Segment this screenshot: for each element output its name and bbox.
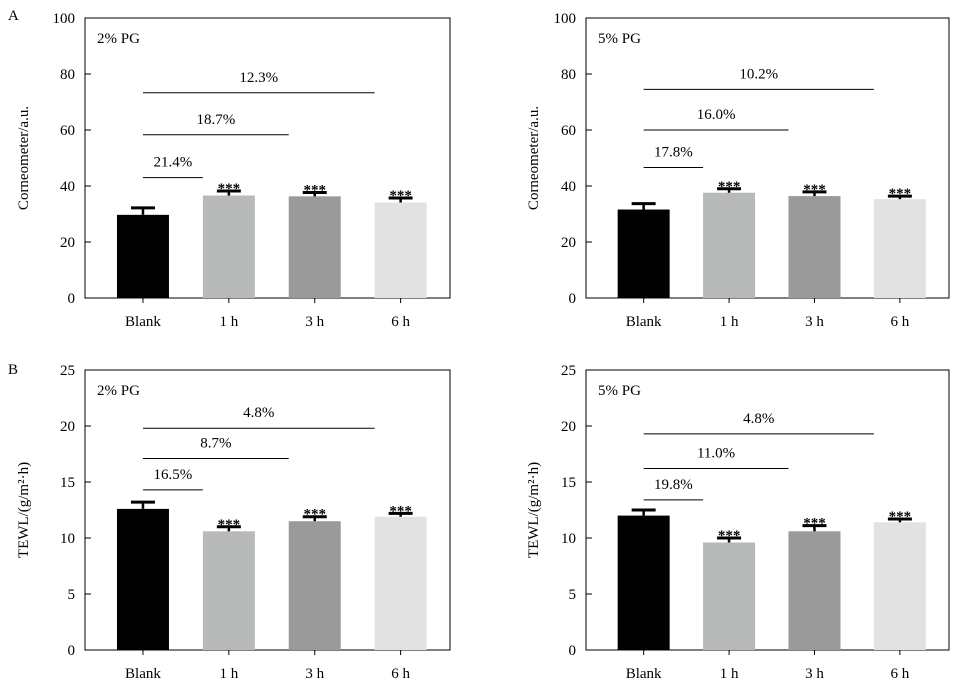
panel-label-b: B	[8, 362, 19, 378]
comparison-label: 16.0%	[697, 107, 736, 123]
bar-blank	[617, 209, 670, 298]
y-tick-label: 25	[561, 363, 576, 379]
y-tick-label: 60	[60, 123, 75, 139]
comparison-label: 11.0%	[697, 446, 735, 462]
panel-title: 2% PG	[97, 31, 140, 47]
y-tick-label: 15	[561, 475, 576, 491]
chart-b-5pg: 0 5 10 15 20 25 TEWL/(g/m²·h) 5% PG Blank *** 1 h *…	[526, 363, 950, 682]
comparison-label: 12.3%	[239, 70, 278, 86]
panel-title: 5% PG	[598, 31, 641, 47]
bar-1h	[703, 192, 756, 298]
bar-6h	[873, 199, 926, 298]
y-axis-label: TEWL/(g/m²·h)	[526, 462, 542, 558]
significance-label: ***	[803, 516, 826, 532]
y-tick-label: 0	[569, 643, 577, 659]
comparison-label: 4.8%	[743, 411, 774, 427]
bar-blank	[116, 214, 169, 298]
significance-label: ***	[889, 509, 912, 525]
y-tick-label: 20	[561, 235, 576, 251]
y-axis-label: TEWL/(g/m²·h)	[16, 462, 32, 558]
bar-3h	[788, 196, 841, 298]
x-tick-label: 6 h	[891, 314, 910, 330]
bar-6h	[873, 522, 926, 650]
bar-6h	[374, 202, 427, 298]
significance-label: ***	[889, 186, 912, 202]
bar-1h	[703, 542, 756, 650]
y-tick-label: 20	[60, 235, 75, 251]
y-tick-label: 100	[554, 11, 577, 27]
comparison-label: 19.8%	[654, 477, 693, 493]
significance-label: ***	[303, 182, 326, 198]
significance-label: ***	[389, 503, 412, 519]
bar-3h	[288, 521, 341, 650]
plot-frame	[84, 369, 451, 651]
chart-a-2pg: 0 20 40 60 80 100 Corneometer/a.u. 2% PG Blank **…	[16, 11, 451, 330]
y-tick-label: 20	[60, 419, 75, 435]
x-tick-label: 1 h	[720, 314, 739, 330]
x-tick-label: Blank	[125, 314, 161, 330]
y-tick-label: 5	[68, 587, 76, 603]
significance-label: ***	[803, 182, 826, 198]
plot-frame	[585, 17, 950, 299]
panel-title: 2% PG	[97, 383, 140, 399]
plot-frame	[585, 369, 950, 651]
x-tick-label: 6 h	[391, 666, 410, 682]
x-tick-label: 3 h	[805, 666, 824, 682]
y-tick-label: 15	[60, 475, 75, 491]
y-axis-label: Corneometer/a.u.	[526, 106, 542, 210]
comparison-label: 21.4%	[154, 155, 193, 171]
y-tick-label: 5	[569, 587, 577, 603]
x-tick-label: Blank	[626, 666, 662, 682]
bar-blank	[617, 515, 670, 650]
comparison-label: 10.2%	[739, 66, 778, 82]
comparison-label: 18.7%	[196, 112, 235, 128]
panel-label-a: A	[8, 8, 19, 24]
x-tick-label: 3 h	[805, 314, 824, 330]
comparison-label: 17.8%	[654, 145, 693, 161]
chart-b-2pg: 0 5 10 15 20 25 TEWL/(g/m²·h) 2% PG Blank *** 1 h *…	[16, 363, 451, 682]
chart-a-5pg: 0 20 40 60 80 100 Corneometer/a.u. 5% PG Blank **…	[526, 11, 950, 330]
bar-1h	[202, 531, 255, 650]
significance-label: ***	[218, 181, 241, 197]
y-tick-label: 80	[60, 67, 75, 83]
bar-blank	[116, 508, 169, 650]
y-tick-label: 80	[561, 67, 576, 83]
y-tick-label: 25	[60, 363, 75, 379]
significance-label: ***	[389, 188, 412, 204]
x-tick-label: 6 h	[391, 314, 410, 330]
comparison-label: 16.5%	[154, 467, 193, 483]
significance-label: ***	[218, 517, 241, 533]
x-tick-label: 1 h	[219, 666, 238, 682]
bar-1h	[202, 195, 255, 298]
y-tick-label: 10	[561, 531, 576, 547]
y-tick-label: 60	[561, 123, 576, 139]
y-tick-label: 20	[561, 419, 576, 435]
comparison-label: 8.7%	[200, 435, 231, 451]
bar-6h	[374, 516, 427, 650]
significance-label: ***	[303, 507, 326, 523]
y-tick-label: 0	[68, 291, 76, 307]
y-tick-label: 10	[60, 531, 75, 547]
y-tick-label: 40	[60, 179, 75, 195]
significance-label: ***	[718, 528, 741, 544]
x-tick-label: Blank	[626, 314, 662, 330]
bar-3h	[288, 196, 341, 298]
plot-frame	[84, 17, 451, 299]
x-tick-label: 1 h	[720, 666, 739, 682]
significance-label: ***	[718, 179, 741, 195]
y-tick-label: 0	[569, 291, 577, 307]
y-tick-label: 100	[53, 11, 76, 27]
comparison-label: 4.8%	[243, 405, 274, 421]
y-axis-label: Corneometer/a.u.	[16, 106, 32, 210]
bar-3h	[788, 531, 841, 650]
y-tick-label: 40	[561, 179, 576, 195]
x-tick-label: 3 h	[305, 666, 324, 682]
panel-title: 5% PG	[598, 383, 641, 399]
x-tick-label: 3 h	[305, 314, 324, 330]
y-tick-label: 0	[68, 643, 76, 659]
x-tick-label: Blank	[125, 666, 161, 682]
x-tick-label: 6 h	[891, 666, 910, 682]
x-tick-label: 1 h	[219, 314, 238, 330]
